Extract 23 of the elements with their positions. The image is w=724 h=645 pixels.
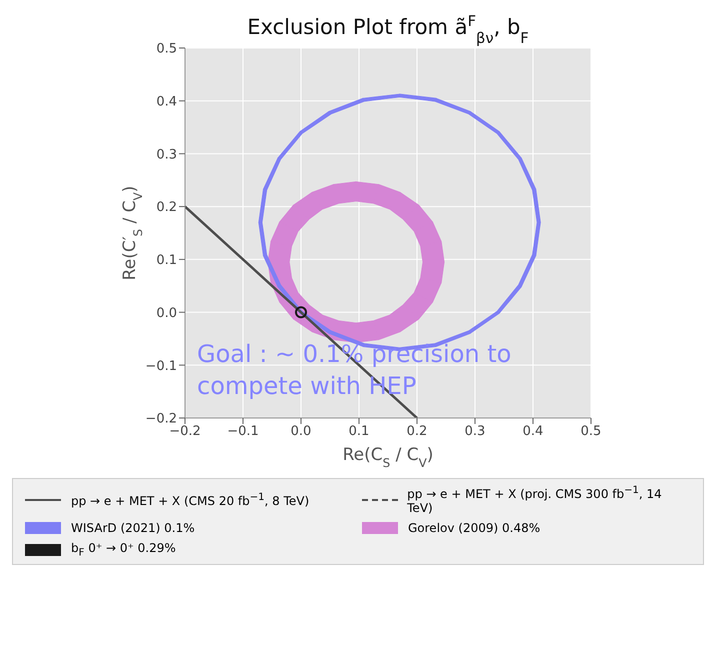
y-tick-label: 0.2 xyxy=(156,200,177,216)
x-tick-label: 0.4 xyxy=(522,424,544,440)
x-tick-label: 0.3 xyxy=(464,424,486,440)
text: pp → e + MET + X (proj. CMS 300 fb$^{−1}$, 14 TeV) xyxy=(407,485,662,515)
y-tick-label: −0.1 xyxy=(145,358,177,374)
y-tick-label: 0.1 xyxy=(156,253,177,268)
y-tick-label: 0.3 xyxy=(156,147,177,162)
legend-label: b$_{F}$ 0⁺ → 0⁺ 0.29% xyxy=(71,541,176,558)
x-tick-label: 0.1 xyxy=(348,424,370,440)
x-tick-label: 0.5 xyxy=(580,424,602,440)
x-tick-label: 0.2 xyxy=(406,424,428,440)
x-tick-label: −0.1 xyxy=(227,424,259,440)
x-tick-label: 0.0 xyxy=(290,424,312,440)
x-tick-label: −0.2 xyxy=(169,424,201,440)
y-tick-label: 0.5 xyxy=(156,42,177,57)
chart-title: Exclusion Plot from ã$^{F}$$_{βν}$, b$_{F}$ xyxy=(247,12,529,46)
y-tick-label: 0.0 xyxy=(156,306,177,321)
legend-label: Gorelov (2009) 0.48% xyxy=(408,521,540,535)
x-axis-title: Re(C$_{S}$ / C$_{V}$) xyxy=(342,445,434,470)
y-tick-label: 0.4 xyxy=(156,94,177,110)
y-tick-label: −0.2 xyxy=(145,412,177,427)
legend-label: WISArD (2021) 0.1% xyxy=(71,521,195,535)
legend-label: pp → e + MET + X (CMS 20 fb$^{−1}$, 8 TeV) xyxy=(71,492,310,508)
